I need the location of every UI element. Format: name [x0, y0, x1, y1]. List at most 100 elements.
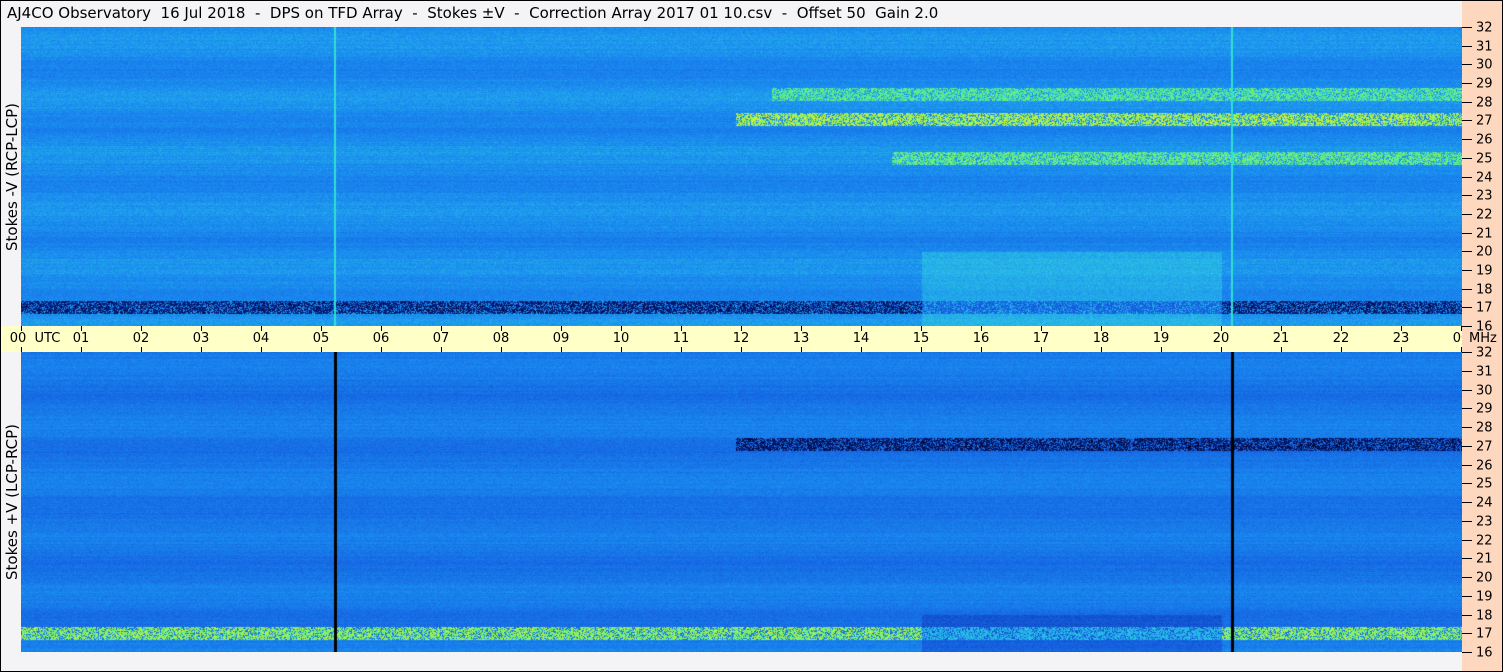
time-tick-label: 04 — [252, 331, 270, 346]
freq-tick-label: 26 — [1476, 132, 1493, 148]
time-tick — [21, 326, 22, 331]
freq-tick — [1462, 633, 1472, 635]
freq-tick — [1462, 64, 1472, 66]
time-tick — [561, 347, 562, 352]
time-tick — [1341, 326, 1342, 331]
time-tick-label: 12 — [732, 331, 750, 346]
time-tick-label: 18 — [1092, 331, 1110, 346]
time-tick — [201, 326, 202, 331]
time-tick-label: 17 — [1032, 331, 1050, 346]
freq-tick — [1462, 157, 1472, 159]
freq-tick-label: 25 — [1476, 476, 1493, 492]
freq-tick — [1462, 45, 1472, 47]
freq-tick — [1462, 326, 1472, 327]
freq-tick — [1462, 213, 1472, 215]
time-tick — [861, 326, 862, 331]
freq-tick-label: 17 — [1476, 626, 1493, 642]
freq-tick-label: 24 — [1476, 170, 1493, 185]
panel-top-ylabel: Stokes -V (RCP-LCP) — [3, 103, 21, 251]
freq-tick — [1462, 595, 1472, 597]
time-tick — [501, 326, 502, 331]
time-tick — [141, 326, 142, 331]
freq-tick — [1462, 120, 1472, 122]
freq-tick-label: 29 — [1476, 401, 1493, 417]
time-tick — [321, 326, 322, 331]
time-tick — [1341, 347, 1342, 352]
time-tick — [1161, 326, 1162, 331]
freq-tick — [1462, 176, 1472, 178]
freq-tick-label: 21 — [1476, 551, 1493, 567]
time-tick — [141, 347, 142, 352]
freq-tick-label: 18 — [1476, 282, 1493, 298]
freq-tick — [1462, 195, 1472, 197]
freq-tick-label: 30 — [1476, 57, 1493, 73]
freq-tick — [1462, 427, 1472, 428]
time-tick — [441, 326, 442, 331]
freq-tick-label: 32 — [1476, 20, 1493, 36]
time-tick-label: 03 — [192, 331, 210, 346]
freq-tick — [1462, 27, 1472, 28]
freq-tick — [1462, 232, 1472, 234]
freq-tick — [1462, 652, 1472, 653]
time-tick — [21, 347, 22, 352]
freq-tick — [1462, 502, 1472, 503]
freq-tick-label: 31 — [1476, 364, 1493, 380]
freq-tick-label: 18 — [1476, 608, 1493, 623]
time-tick — [1041, 347, 1042, 352]
time-tick — [261, 347, 262, 352]
freq-tick-label: 25 — [1476, 151, 1493, 167]
time-tick-label: 13 — [792, 331, 810, 346]
time-tick — [801, 347, 802, 352]
freq-tick — [1462, 251, 1472, 253]
time-tick-label: 23 — [1392, 331, 1410, 346]
time-tick-label: 21 — [1272, 331, 1290, 346]
time-tick-label: 11 — [672, 331, 690, 346]
freq-tick-label: 28 — [1476, 420, 1493, 436]
stokes-minus-v-spectrogram — [21, 27, 1462, 326]
freq-tick — [1462, 614, 1472, 616]
freq-tick — [1462, 558, 1472, 560]
time-tick — [1281, 326, 1282, 331]
freq-tick-label: 23 — [1476, 188, 1493, 204]
time-tick — [681, 326, 682, 331]
time-tick — [621, 326, 622, 331]
freq-tick — [1462, 352, 1472, 353]
freq-tick — [1462, 577, 1472, 578]
freq-tick — [1462, 445, 1472, 447]
freq-tick — [1462, 539, 1472, 541]
time-tick-label: 01 — [72, 331, 90, 346]
stokes-plus-v-spectrogram — [21, 352, 1462, 652]
freq-tick-label: 19 — [1476, 589, 1493, 605]
time-tick — [381, 326, 382, 331]
freq-tick — [1462, 101, 1472, 103]
time-tick-label: 09 — [552, 331, 570, 346]
time-tick-label: 16 — [972, 331, 990, 346]
time-tick-label: 07 — [432, 331, 450, 346]
frequency-axis: 32 31 30 29 28 27 26 25 24 23 22 21 20 19 18 17 16 32 31 30… — [1462, 1, 1502, 671]
time-tick — [981, 347, 982, 352]
time-tick — [381, 347, 382, 352]
time-tick — [501, 347, 502, 352]
freq-tick — [1462, 139, 1472, 141]
time-tick — [1221, 347, 1222, 352]
time-tick-label: 10 — [612, 331, 630, 346]
time-tick — [981, 326, 982, 331]
freq-tick — [1462, 464, 1472, 466]
freq-tick-label: 30 — [1476, 383, 1493, 398]
time-tick — [441, 347, 442, 352]
time-axis: 00 UTC 01 02 03 04 05 06 07 08 09 10 11 12 13 14 15 16 17… — [1, 326, 1469, 352]
time-tick — [1161, 347, 1162, 352]
freq-tick-label: 29 — [1476, 76, 1493, 92]
panel-bottom-ylabel: Stokes +V (LCP-RCP) — [3, 424, 21, 580]
time-tick — [81, 347, 82, 352]
time-tick — [1221, 326, 1222, 331]
freq-tick — [1462, 408, 1472, 410]
freq-tick — [1462, 389, 1472, 391]
time-tick-label: 22 — [1332, 331, 1350, 346]
time-tick — [681, 347, 682, 352]
time-tick — [801, 326, 802, 331]
frequency-unit: MHz — [1469, 331, 1497, 346]
freq-tick-label: 28 — [1476, 95, 1493, 111]
freq-tick — [1462, 83, 1472, 85]
